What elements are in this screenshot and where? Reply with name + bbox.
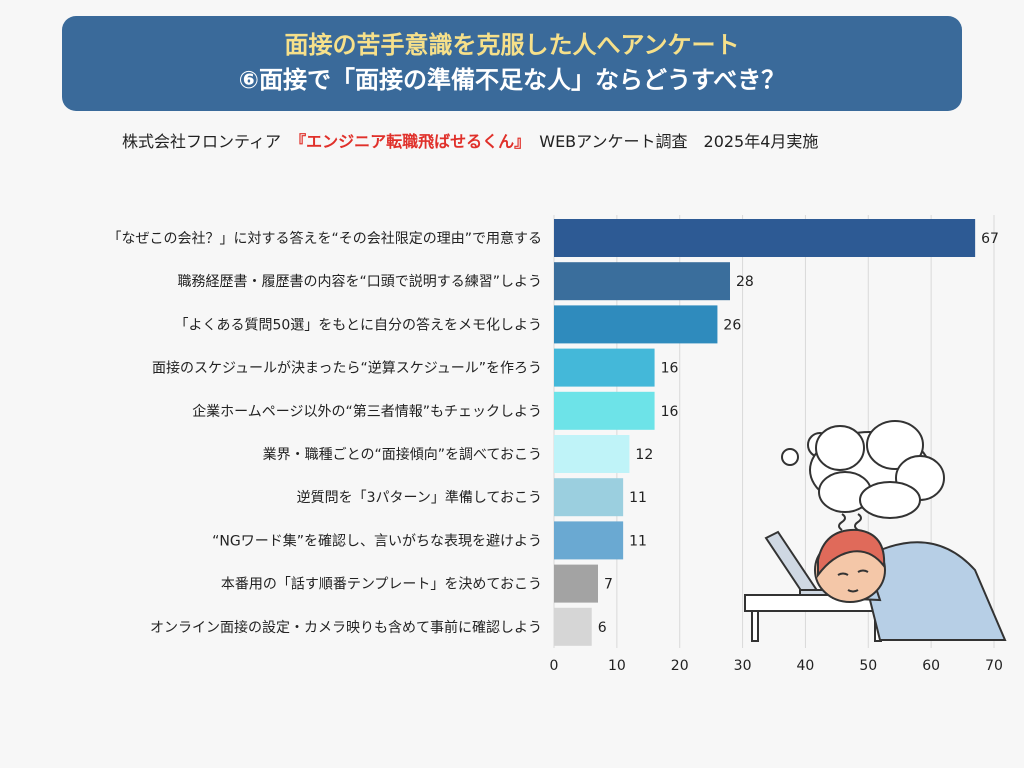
source-survey: WEBアンケート調査 2025年4月実施 xyxy=(539,132,819,151)
bar xyxy=(554,521,624,560)
category-label: 面接のスケジュールが決まったら“逆算スケジュール”を作ろう xyxy=(152,360,542,377)
category-label: 逆質問を「3パターン」準備しておこう xyxy=(297,490,542,506)
category-label: オンライン面接の設定・カメラ映りも含めて事前に確認しよう xyxy=(150,619,542,636)
person-head-icon xyxy=(814,528,886,603)
bar xyxy=(554,262,730,301)
value-label: 12 xyxy=(635,447,653,463)
source-credit: 株式会社フロンティア 『エンジニア転職飛ばせるくん』 WEBアンケート調査 20… xyxy=(122,128,818,152)
bar xyxy=(554,607,592,646)
bars xyxy=(554,219,976,646)
category-label: 本番用の「話す順番テンプレート」を決めておこう xyxy=(221,576,542,593)
title-banner: 面接の苦手意識を克服した人へアンケート ⑥面接で「面接の準備不足な人」ならどうす… xyxy=(62,16,962,111)
source-company: 株式会社フロンティア xyxy=(122,132,282,151)
x-axis-ticks: 0 10 20 30 40 50 60 70 xyxy=(550,658,1003,674)
x-tick-label: 20 xyxy=(671,658,689,674)
category-label: 「なぜこの会社？」に対する答えを“その会社限定の理由”で用意する xyxy=(107,230,542,247)
bar xyxy=(554,348,655,387)
bar xyxy=(554,305,718,344)
bar xyxy=(554,478,624,517)
category-label: “NGワード集”を確認し、言いがちな表現を避けよう xyxy=(212,532,542,549)
steam-lines-icon xyxy=(838,513,862,531)
bar xyxy=(554,564,598,603)
value-label: 16 xyxy=(661,361,679,377)
x-tick-label: 40 xyxy=(797,658,815,674)
value-label: 11 xyxy=(629,533,647,549)
source-brand: 『エンジニア転職飛ばせるくん』 xyxy=(290,132,531,151)
title-line-1: 面接の苦手意識を克服した人へアンケート xyxy=(284,31,740,59)
x-tick-label: 70 xyxy=(985,658,1003,674)
category-labels: 「なぜこの会社？」に対する答えを“その会社限定の理由”で用意する職務経歴書・履歴… xyxy=(107,230,542,636)
x-tick-label: 60 xyxy=(922,658,940,674)
thought-cloud-icon xyxy=(781,420,945,519)
bar xyxy=(554,391,655,430)
category-label: 職務経歴書・履歴書の内容を“口頭で説明する練習”しよう xyxy=(177,273,542,290)
tired-person-illustration xyxy=(744,420,1007,642)
value-label: 6 xyxy=(598,620,607,636)
value-label: 67 xyxy=(981,231,999,247)
value-label: 26 xyxy=(723,317,741,333)
x-tick-label: 10 xyxy=(608,658,626,674)
category-label: 業界・職種ごとの“面接傾向”を調べておこう xyxy=(263,446,542,463)
x-tick-label: 30 xyxy=(734,658,752,674)
x-tick-label: 0 xyxy=(550,658,559,674)
category-label: 企業ホームページ以外の“第三者情報”もチェックしよう xyxy=(192,403,542,420)
value-label: 7 xyxy=(604,577,613,593)
value-label: 11 xyxy=(629,490,647,506)
title-line-2: ⑥面接で「面接の準備不足な人」ならどうすべき？ xyxy=(238,66,786,94)
value-label: 16 xyxy=(661,404,679,420)
category-label: 「よくある質問50選」をもとに自分の答えをメモ化しよう xyxy=(174,316,542,333)
x-tick-label: 50 xyxy=(859,658,877,674)
bar xyxy=(554,219,976,257)
value-label: 28 xyxy=(736,274,754,290)
bar xyxy=(554,435,630,473)
value-labels: 67 28 26 16 16 12 11 11 7 6 xyxy=(598,231,999,636)
